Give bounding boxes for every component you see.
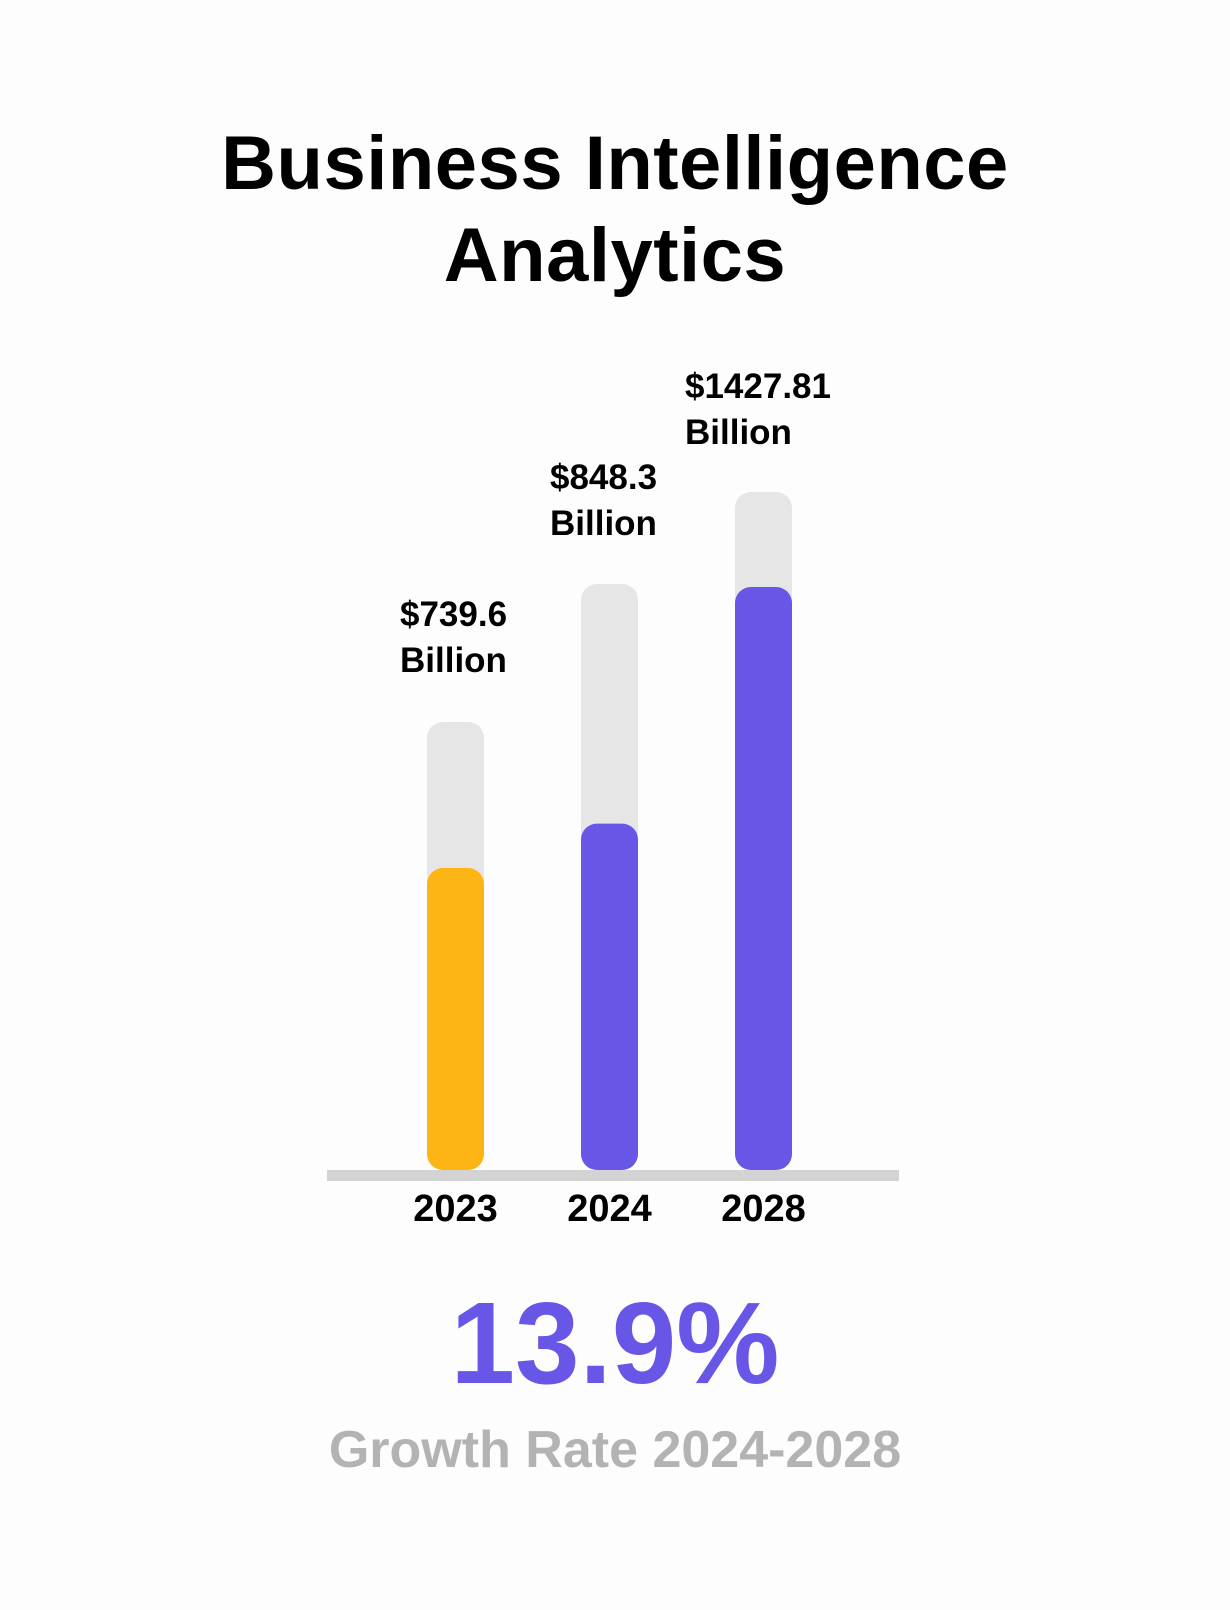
x-tick-label: 2028	[721, 1188, 806, 1230]
growth-rate-label: Growth Rate 2024-2028	[328, 1421, 902, 1479]
data-label-2023: $739.6 Billion	[400, 592, 507, 684]
x-tick-label: 2023	[413, 1188, 498, 1230]
bar-2024	[581, 823, 638, 1170]
data-label-value: $1427.81	[685, 367, 831, 406]
bar-chart	[327, 492, 899, 1181]
data-label-unit: Billion	[685, 413, 792, 452]
title-line-2: Analytics	[443, 213, 787, 298]
data-label-unit: Billion	[400, 641, 507, 680]
title-line-1: Business Intelligence	[221, 121, 1009, 206]
bar-2023	[427, 868, 484, 1170]
bar-2028	[735, 587, 792, 1170]
x-tick-label: 2024	[567, 1188, 652, 1230]
data-label-2028: $1427.81 Billion	[685, 364, 831, 456]
data-label-2024: $848.3 Billion	[550, 455, 657, 547]
data-label-value: $848.3	[550, 458, 658, 497]
data-label-unit: Billion	[550, 504, 657, 543]
data-label-value: $739.6	[400, 595, 508, 634]
x-axis-line	[327, 1170, 899, 1181]
chart-title: Business Intelligence Analytics	[0, 118, 1230, 302]
growth-rate-value: 13.9%	[450, 1278, 780, 1408]
